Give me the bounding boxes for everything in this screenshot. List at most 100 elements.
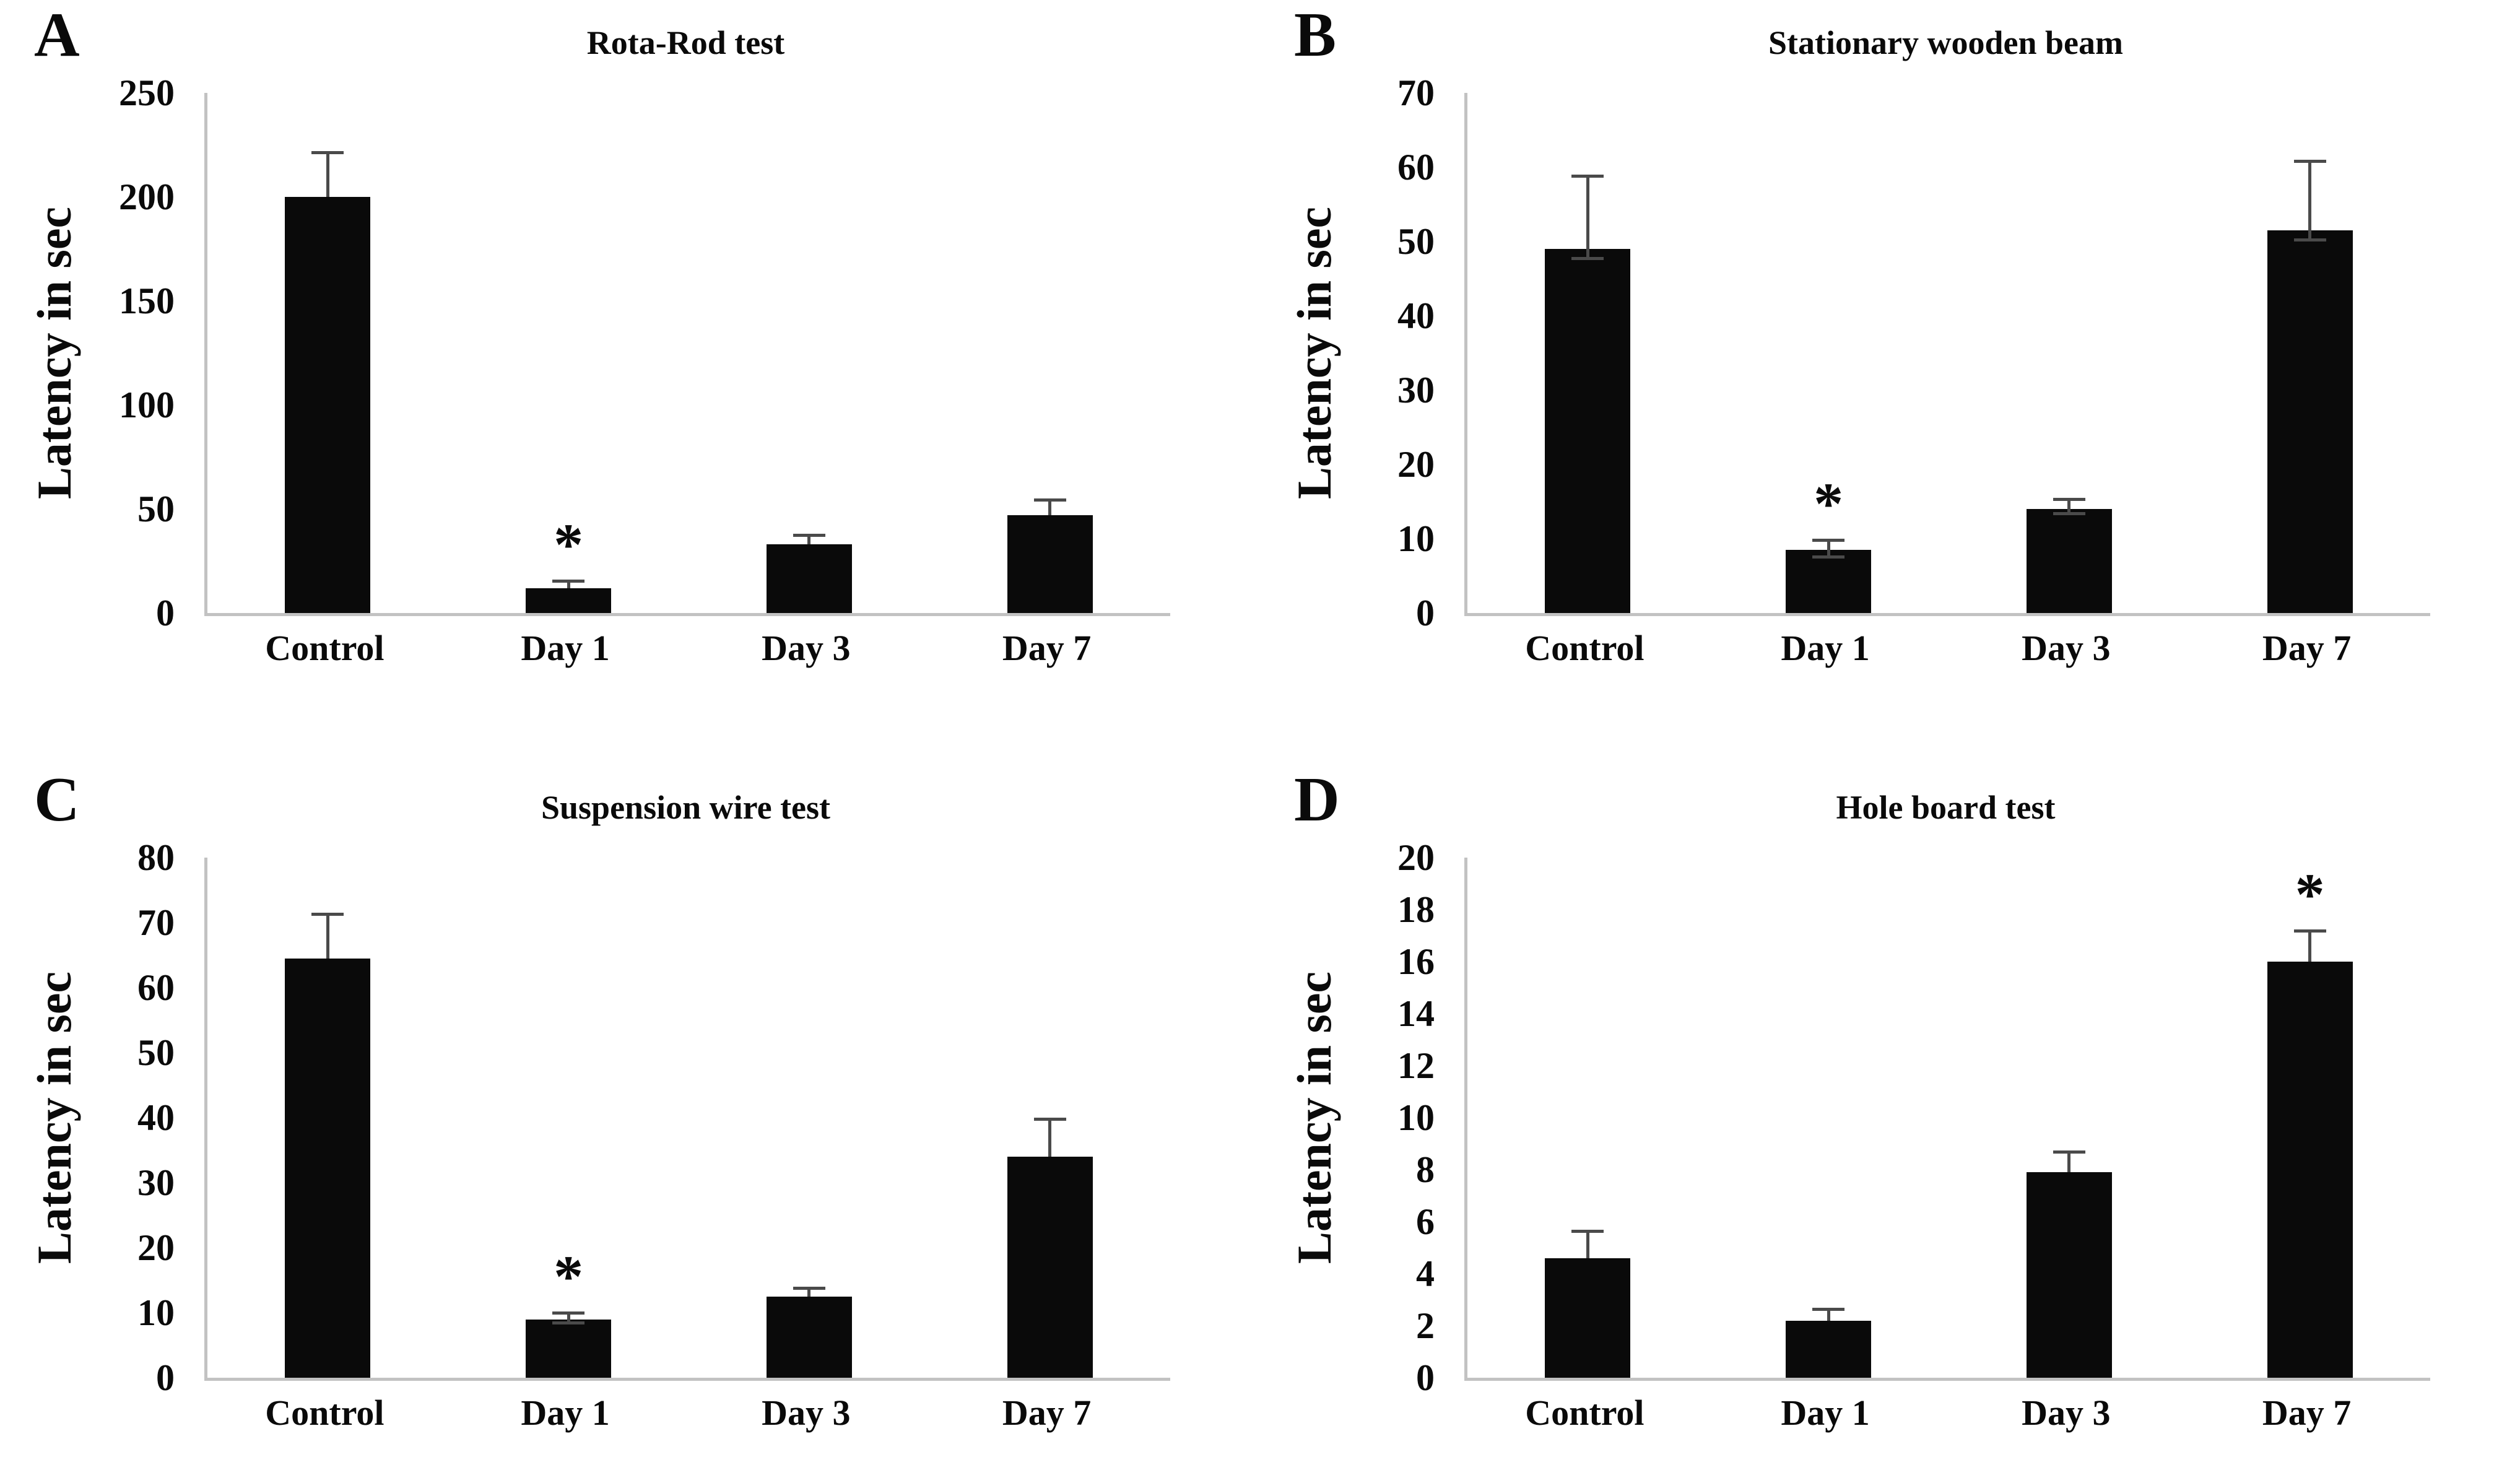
y-tick-label: 8 (1416, 1149, 1435, 1190)
error-bar-control (1586, 175, 1589, 260)
panel-letter: A (34, 0, 80, 70)
error-cap-top-day-7 (1033, 498, 1066, 502)
y-tick-label: 30 (1397, 370, 1435, 411)
y-tick-label: 6 (1416, 1201, 1435, 1242)
y-tick-label: 12 (1397, 1045, 1435, 1086)
bar-day-3 (766, 1296, 852, 1378)
x-axis-category-labels: Control Day 1 Day 3 Day 7 (1464, 627, 2427, 682)
error-bar-day-7 (2308, 929, 2312, 962)
chart-title: Rota-Rod test (586, 24, 785, 61)
bar-day-1 (1786, 1320, 1872, 1378)
y-tick-label: 2 (1416, 1305, 1435, 1346)
x-category-label-day-1: Day 1 (1781, 1393, 1870, 1433)
bar-day-1 (1786, 550, 1872, 613)
bar-day-3 (2026, 509, 2112, 613)
x-category-label-day-7: Day 7 (1002, 628, 1092, 668)
plot-area: * (1464, 858, 2430, 1381)
error-cap-top-day-3 (793, 534, 825, 537)
error-bar-day-1 (567, 580, 570, 588)
error-bar-day-1 (1827, 1307, 1830, 1321)
y-tick-label: 150 (119, 281, 175, 321)
error-bar-day-3 (2067, 498, 2071, 515)
error-cap-bottom-control (1571, 257, 1604, 260)
y-tick-label: 18 (1397, 889, 1435, 930)
error-cap-top-control (1571, 1229, 1604, 1233)
y-tick-label: 0 (156, 1357, 175, 1398)
plot-area: * (1464, 93, 2430, 616)
bar-day-1 (526, 1319, 612, 1378)
panel-letter: B (1294, 0, 1337, 70)
y-tick-label: 10 (1397, 1097, 1435, 1138)
y-axis-tick-labels: 0 2 4 6 8 10 12 14 16 18 20 (1322, 838, 1446, 1398)
y-tick-label: 0 (1416, 593, 1435, 633)
panel-stationary-wooden-beam: B Stationary wooden beam Latency in sec … (1260, 0, 2520, 728)
error-bar-control (326, 151, 329, 197)
error-bar-day-3 (807, 1287, 811, 1297)
error-cap-top-day-1 (552, 580, 585, 583)
y-tick-label: 250 (119, 72, 175, 113)
error-cap-top-day-3 (793, 1287, 825, 1290)
x-category-label-day-3: Day 3 (2022, 628, 2111, 668)
bar-day-1 (526, 588, 612, 613)
error-cap-top-day-1 (1812, 539, 1845, 542)
x-category-label-day-1: Day 1 (521, 1393, 610, 1433)
significance-asterisk-day-7: * (2295, 861, 2325, 928)
y-tick-label: 20 (1397, 444, 1435, 485)
plot-area: * (204, 93, 1170, 616)
y-axis-tick-labels: 0 10 20 30 40 50 60 70 (1322, 73, 1446, 633)
y-tick-label: 0 (156, 593, 175, 633)
error-bar-day-3 (807, 534, 811, 545)
bar-day-7 (1007, 515, 1093, 613)
y-tick-label: 70 (137, 902, 175, 943)
bar-day-3 (2026, 1172, 2112, 1378)
y-tick-label: 14 (1397, 993, 1435, 1034)
y-tick-label: 200 (119, 176, 175, 217)
y-tick-label: 50 (137, 489, 175, 529)
chart-title: Suspension wire test (541, 789, 831, 826)
x-category-label-control: Control (1525, 628, 1645, 668)
error-cap-top-day-1 (552, 1311, 585, 1315)
error-cap-top-day-7 (1033, 1118, 1066, 1121)
y-tick-label: 0 (1416, 1357, 1435, 1398)
chart-title: Hole board test (1836, 789, 2056, 826)
error-bar-control (326, 913, 329, 959)
error-bar-day-7 (2308, 160, 2312, 241)
plot-area: * (204, 858, 1170, 1381)
error-cap-top-day-7 (2293, 929, 2326, 933)
bar-control (285, 958, 371, 1378)
error-cap-top-control (1571, 175, 1604, 178)
y-tick-label: 70 (1397, 72, 1435, 113)
y-tick-label: 10 (1397, 518, 1435, 559)
error-bar-day-1 (1827, 539, 1830, 559)
x-category-label-day-7: Day 7 (2262, 1393, 2352, 1433)
y-tick-label: 40 (1397, 295, 1435, 336)
x-category-label-control: Control (265, 628, 385, 668)
x-axis-category-labels: Control Day 1 Day 3 Day 7 (1464, 1391, 2427, 1447)
error-bar-day-1 (567, 1311, 570, 1324)
x-category-label-day-3: Day 3 (762, 628, 851, 668)
y-tick-label: 50 (1397, 221, 1435, 262)
y-tick-label: 20 (1397, 837, 1435, 878)
significance-asterisk-day-1: * (554, 1243, 584, 1310)
y-tick-label: 30 (137, 1162, 175, 1203)
bar-control (1545, 249, 1631, 613)
chart-title: Stationary wooden beam (1768, 24, 2123, 61)
error-cap-top-day-1 (1812, 1307, 1845, 1311)
significance-asterisk-day-1: * (554, 511, 584, 578)
y-tick-label: 40 (137, 1097, 175, 1138)
y-tick-label: 16 (1397, 941, 1435, 982)
error-cap-bottom-day-3 (2053, 511, 2085, 515)
error-cap-top-control (311, 151, 344, 155)
panel-letter: C (34, 765, 80, 835)
bar-control (1545, 1258, 1631, 1378)
x-category-label-day-7: Day 7 (1002, 1393, 1092, 1433)
y-tick-label: 10 (137, 1292, 175, 1333)
panel-letter: D (1294, 765, 1340, 835)
y-tick-label: 20 (137, 1227, 175, 1268)
x-axis-category-labels: Control Day 1 Day 3 Day 7 (204, 1391, 1167, 1447)
x-category-label-day-3: Day 3 (762, 1393, 851, 1433)
panel-rota-rod: A Rota-Rod test Latency in sec 0 50 100 150… (0, 0, 1260, 728)
bar-day-7 (2267, 962, 2353, 1378)
bar-day-3 (766, 544, 852, 613)
